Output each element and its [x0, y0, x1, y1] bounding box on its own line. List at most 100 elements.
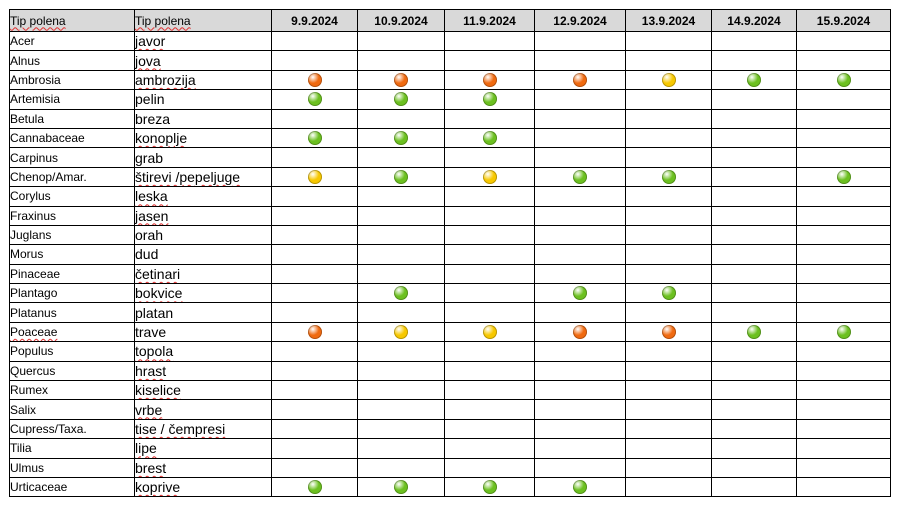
pollen-level-cell [711, 108, 797, 129]
pollen-level-cell [625, 69, 712, 91]
pollen-level-cell [271, 360, 358, 382]
pollen-level-cell [357, 302, 445, 323]
pollen-level-cell [796, 89, 891, 110]
table-row: Poaceae trave [9, 321, 891, 343]
header-date-2: 10.9.2024 [357, 9, 445, 32]
pollen-latin-name: Cupress/Taxa. [9, 418, 135, 440]
pollen-level-cell [796, 438, 891, 459]
pollen-level-cell [711, 69, 797, 91]
pollen-level-cell [357, 108, 445, 129]
pollen-level-cell [444, 127, 535, 149]
pollen-level-cell [271, 399, 358, 420]
pollen-level-cell [357, 263, 445, 285]
pollen-level-cell [796, 127, 891, 149]
pollen-level-cell [625, 186, 712, 207]
pollen-local-name: bokvice [134, 283, 272, 304]
pollen-level-cell [534, 108, 626, 129]
pollen-level-cell [796, 321, 891, 343]
pollen-level-cell [534, 457, 626, 478]
pollen-level-cell [796, 205, 891, 226]
pollen-level-high-icon [482, 72, 497, 87]
pollen-level-cell [534, 360, 626, 382]
table-row: Alnus jova [9, 50, 891, 71]
pollen-level-cell [357, 418, 445, 440]
table-body: Acer javor Alnus jova Ambrosia ambrozija Artem… [9, 30, 891, 498]
pollen-local-name: štirevi /pepeljuge [134, 166, 272, 188]
pollen-level-cell [444, 321, 535, 343]
pollen-level-cell [271, 89, 358, 110]
pollen-level-low-icon [394, 130, 408, 145]
pollen-latin-name: Ulmus [9, 457, 135, 478]
pollen-level-high-icon [307, 324, 322, 339]
pollen-level-cell [796, 50, 891, 71]
pollen-level-cell [534, 341, 626, 362]
pollen-level-cell [711, 476, 797, 498]
pollen-level-low-icon [661, 169, 676, 184]
pollen-local-name: breza [134, 108, 272, 129]
pollen-level-cell [625, 399, 712, 420]
pollen-level-cell [711, 147, 797, 168]
table-row: Plantago bokvice [9, 283, 891, 304]
pollen-level-cell [796, 263, 891, 285]
table-row: Carpinus grab [9, 147, 891, 168]
pollen-level-cell [357, 341, 445, 362]
pollen-local-name: ambrozija [134, 69, 272, 91]
pollen-level-cell [711, 50, 797, 71]
pollen-level-cell [271, 263, 358, 285]
pollen-level-cell [357, 380, 445, 401]
pollen-level-cell [271, 341, 358, 362]
table-row: Pinaceae četinari [9, 263, 891, 285]
pollen-level-cell [271, 438, 358, 459]
pollen-level-cell [534, 127, 626, 149]
pollen-level-cell [271, 302, 358, 323]
pollen-level-cell [625, 89, 712, 110]
pollen-level-high-icon [394, 72, 408, 87]
pollen-level-cell [444, 205, 535, 226]
pollen-level-cell [534, 89, 626, 110]
table-header: Tip polena Tip polena 9.9.2024 10.9.2024… [9, 9, 891, 32]
pollen-level-cell [711, 186, 797, 207]
pollen-level-cell [271, 127, 358, 149]
pollen-level-cell [357, 205, 445, 226]
pollen-level-cell [271, 418, 358, 440]
pollen-level-cell [271, 283, 358, 304]
pollen-level-low-icon [482, 479, 497, 494]
pollen-level-cell [625, 108, 712, 129]
pollen-level-cell [534, 263, 626, 285]
table-row: Tilia lipe [9, 438, 891, 459]
pollen-local-name: četinari [134, 263, 272, 285]
pollen-level-cell [534, 205, 626, 226]
pollen-latin-name: Salix [9, 399, 135, 420]
pollen-level-cell [357, 69, 445, 91]
table-row: Cannabaceae konoplje [9, 127, 891, 149]
pollen-latin-name: Cannabaceae [9, 127, 135, 149]
pollen-level-cell [444, 360, 535, 382]
pollen-level-cell [711, 30, 797, 52]
table-row: Artemisia pelin [9, 89, 891, 110]
pollen-level-cell [796, 108, 891, 129]
pollen-level-cell [271, 50, 358, 71]
table-row: Juglans orah [9, 224, 891, 246]
pollen-level-cell [625, 321, 712, 343]
pollen-level-cell [796, 418, 891, 440]
pollen-latin-name: Juglans [9, 224, 135, 246]
pollen-level-cell [534, 438, 626, 459]
pollen-level-cell [711, 438, 797, 459]
pollen-level-cell [534, 321, 626, 343]
pollen-local-name: topola [134, 341, 272, 362]
table-row: Rumex kiselice [9, 380, 891, 401]
table-row: Chenop/Amar. štirevi /pepeljuge [9, 166, 891, 188]
header-date-3: 11.9.2024 [444, 9, 535, 32]
pollen-level-cell [625, 50, 712, 71]
pollen-level-low-icon [836, 169, 851, 184]
pollen-level-cell [534, 147, 626, 168]
pollen-level-cell [534, 476, 626, 498]
pollen-level-cell [711, 341, 797, 362]
pollen-level-cell [711, 418, 797, 440]
pollen-level-moderate-icon [307, 169, 322, 184]
pollen-level-high-icon [307, 72, 322, 87]
pollen-level-high-icon [573, 72, 587, 87]
pollen-level-cell [357, 127, 445, 149]
pollen-level-cell [625, 205, 712, 226]
pollen-level-cell [271, 457, 358, 478]
